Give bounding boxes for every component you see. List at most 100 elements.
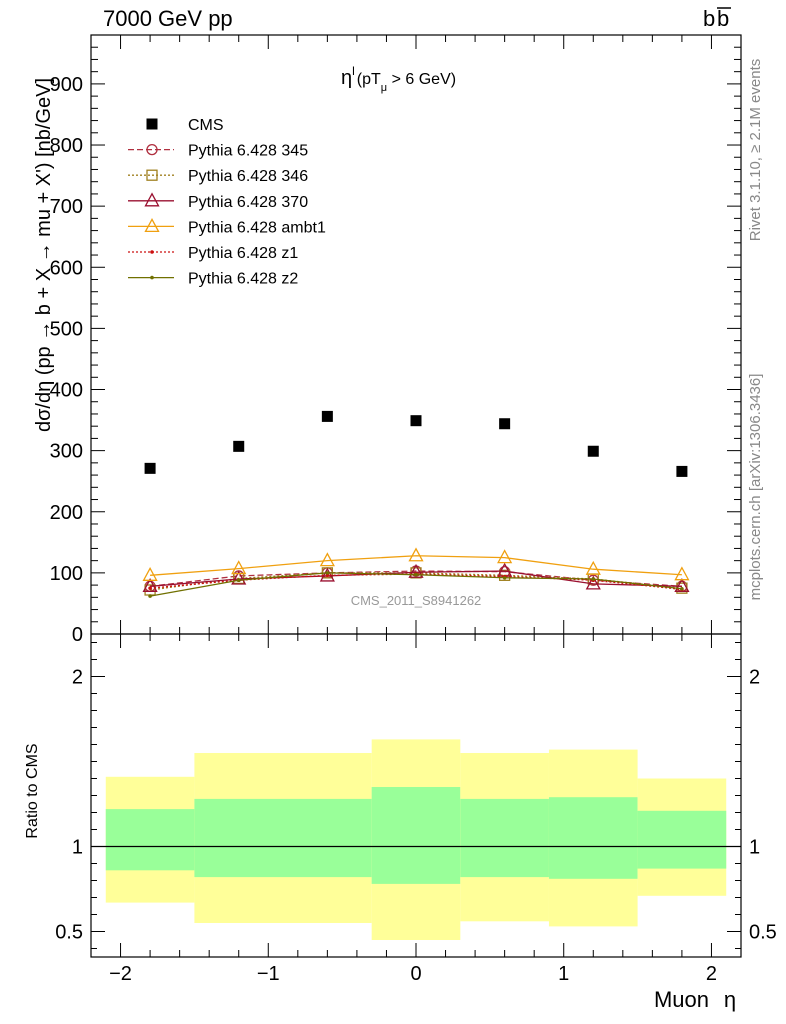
- main-title-sup: l: [352, 64, 355, 78]
- series-point-p370: [674, 577, 690, 592]
- legend-marker-z1: [150, 250, 154, 254]
- uncertainty-band-inner-1: [194, 798, 372, 878]
- cms-data-point: [676, 465, 688, 477]
- rivet-version-label: Rivet 3.1.10, ≥ 2.1M events: [747, 59, 764, 242]
- cms-data-point: [321, 410, 333, 422]
- series-point-z2: [325, 571, 330, 575]
- series-point-p370: [231, 570, 247, 585]
- x-tick-label: 1: [558, 963, 569, 985]
- main-y-tick-label: 200: [50, 502, 83, 524]
- ratio-y-tick-label-left: 1: [72, 837, 83, 859]
- legend-label-z2: Pythia 6.428 z2: [188, 271, 298, 288]
- legend-item-p345: Pythia 6.428 345: [128, 143, 308, 160]
- series-point-z2: [148, 594, 152, 598]
- mcplots-label: mcplots.cern.ch [arXiv:1306.3436]: [747, 374, 764, 601]
- uncertainty-band-inner-4: [548, 797, 638, 879]
- series-point-z1: [148, 586, 152, 590]
- legend-label-z1: Pythia 6.428 z1: [188, 245, 298, 262]
- header-left-title: 7000 GeV pp: [103, 6, 233, 31]
- series-point-p370: [585, 575, 601, 590]
- uncertainty-band-inner-5: [637, 810, 727, 869]
- series-point-ambt1: [497, 549, 513, 564]
- legend-item-p370: Pythia 6.428 370: [128, 192, 308, 211]
- ratio-panel: 0.5 0.5 1 1 2 2 −2 −1 0 1 2: [55, 633, 777, 985]
- header-right-bbar: b: [717, 6, 729, 31]
- ratio-y-tick-label-left: 2: [72, 667, 83, 689]
- ratio-y-tick-label-right: 0.5: [749, 922, 777, 944]
- x-tick-label: 0: [410, 963, 421, 985]
- series-line-ambt1: [150, 555, 682, 576]
- mc-lines: [142, 547, 690, 598]
- main-y-tick-label: 800: [50, 135, 83, 157]
- x-axis-label: Muon η: [654, 987, 736, 1012]
- x-tick-label: 2: [706, 963, 717, 985]
- series-point-z2: [680, 586, 684, 591]
- legend: CMS Pythia 6.428 345 Pythia 6.428 346 Pythi…: [128, 117, 326, 288]
- legend-marker-p370: [144, 192, 160, 207]
- main-y-tick-label: 0: [72, 624, 83, 646]
- analysis-watermark: CMS_2011_S8941262: [351, 593, 482, 608]
- legend-marker-cms: [146, 118, 158, 130]
- header-right-b: b: [703, 6, 715, 31]
- series-point-ambt1: [231, 560, 247, 575]
- main-title: ηl (pTμ > 6 GeV): [341, 64, 456, 94]
- cms-data-point: [587, 445, 599, 457]
- header-right-title: b b: [703, 6, 731, 31]
- main-title-sub: μ: [381, 82, 387, 94]
- main-y-tick-label: 500: [50, 318, 83, 340]
- series-point-p346: [498, 569, 511, 581]
- legend-label-p345: Pythia 6.428 345: [188, 143, 308, 160]
- series-point-ambt1: [319, 552, 335, 567]
- main-y-tick-label: 100: [50, 563, 83, 585]
- uncertainty-band-inner-0: [105, 809, 195, 871]
- ratio-y-tick-label-right: 1: [749, 837, 760, 859]
- legend-marker-ambt1: [144, 218, 160, 233]
- main-title-rest: > 6 GeV): [387, 71, 456, 88]
- main-y-axis-label: dσ/dη (pp → b + X → mu + X') [nb/GeV]: [33, 78, 55, 432]
- legend-item-ambt1: Pythia 6.428 ambt1: [128, 218, 326, 236]
- series-point-ambt1: [585, 560, 601, 575]
- uncertainty-band-inner-2: [371, 787, 461, 884]
- x-axis-label-text: Muon: [654, 987, 709, 1012]
- main-title-open: (pT: [357, 71, 381, 88]
- x-tick-label: −2: [109, 963, 132, 985]
- main-title-eta: η: [341, 67, 352, 89]
- main-y-tick-label: 300: [50, 441, 83, 463]
- legend-marker-p346: [146, 169, 158, 181]
- legend-label-p370: Pythia 6.428 370: [188, 194, 308, 211]
- data-markers: [144, 410, 688, 477]
- series-point-ambt1: [408, 547, 424, 562]
- main-panel: 0 100 200 300 400 500 600 700 800 900: [50, 34, 742, 646]
- series-point-p370: [408, 563, 424, 578]
- legend-item-cms: CMS: [146, 117, 224, 134]
- series-point-z2: [502, 575, 507, 580]
- legend-label-cms: CMS: [188, 117, 224, 134]
- x-tick-label: −1: [257, 963, 280, 985]
- ratio-y-tick-label-right: 2: [749, 667, 760, 689]
- ratio-y-tick-label-left: 0.5: [55, 922, 83, 944]
- uncertainty-band-inner-3: [460, 798, 549, 878]
- legend-label-p346: Pythia 6.428 346: [188, 168, 308, 185]
- cms-data-point: [233, 440, 245, 452]
- cms-data-point: [144, 462, 156, 474]
- series-point-p370: [142, 577, 158, 592]
- cms-data-point: [410, 415, 422, 427]
- ratio-y-axis-label: Ratio to CMS: [24, 743, 41, 838]
- legend-item-z1: Pythia 6.428 z1: [128, 245, 298, 262]
- cms-data-point: [499, 418, 511, 430]
- series-point-ambt1: [674, 566, 690, 581]
- main-y-tick-label: 600: [50, 257, 83, 279]
- legend-label-ambt1: Pythia 6.428 ambt1: [188, 219, 326, 236]
- main-y-tick-label: 700: [50, 196, 83, 218]
- legend-marker-p345: [146, 143, 158, 156]
- legend-marker-z2: [150, 275, 154, 280]
- x-axis-label-symbol: η: [724, 987, 736, 1012]
- series-point-z2: [591, 577, 596, 581]
- series-point-ambt1: [142, 566, 158, 581]
- series-point-z2: [236, 578, 241, 583]
- series-point-z2: [414, 572, 418, 577]
- main-y-tick-label: 400: [50, 380, 83, 402]
- legend-item-p346: Pythia 6.428 346: [128, 168, 308, 185]
